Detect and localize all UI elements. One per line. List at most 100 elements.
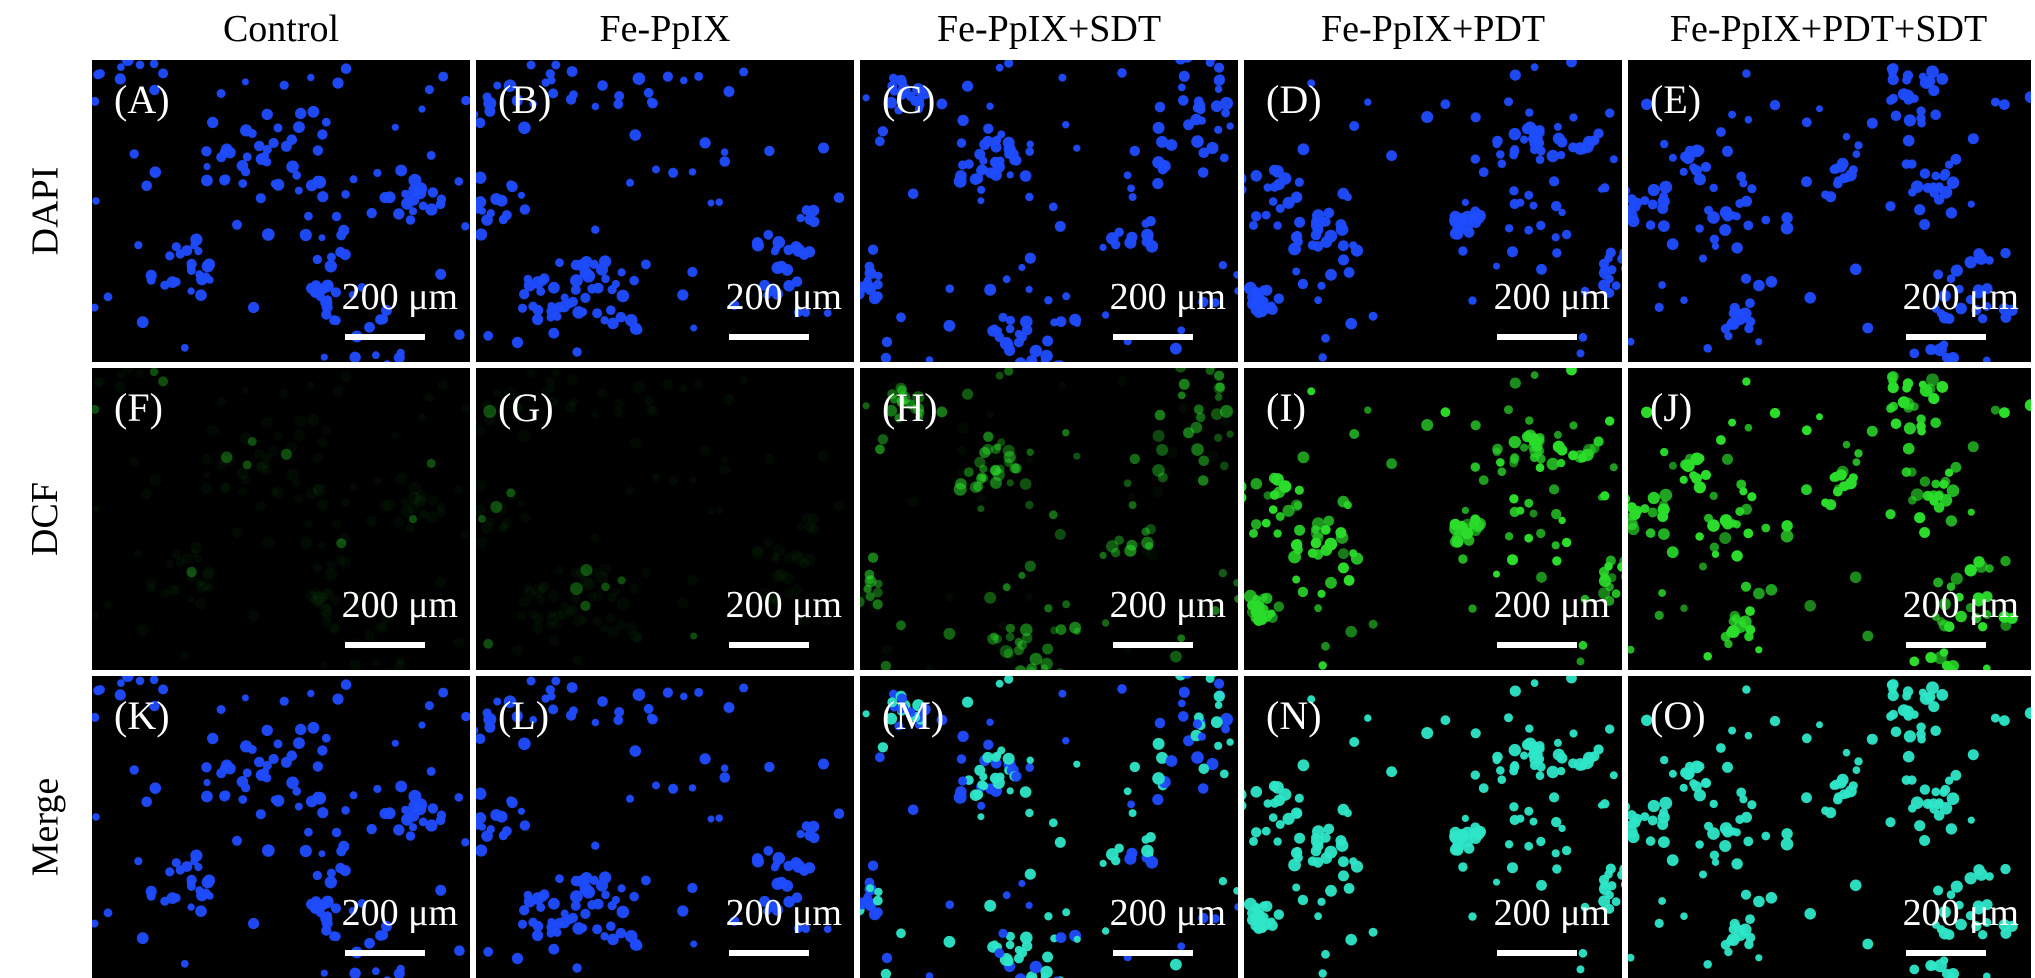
cell-nucleus: [541, 694, 550, 703]
cell-nucleus: [149, 368, 159, 377]
cell-nucleus: [1520, 135, 1529, 144]
cell-nucleus: [1552, 864, 1562, 874]
cell-nucleus: [1508, 435, 1521, 449]
cell-nucleus: [1468, 519, 1479, 530]
cell-nucleus: [662, 687, 673, 698]
cell-nucleus: [335, 554, 346, 566]
cell-nucleus: [1054, 220, 1066, 232]
cell-nucleus: [1598, 266, 1612, 279]
cell-nucleus: [1507, 862, 1518, 874]
cell-nucleus: [1509, 198, 1520, 210]
cell-nucleus: [1014, 973, 1027, 978]
cell-nucleus: [454, 329, 465, 341]
cell-nucleus: [1117, 376, 1127, 386]
cell-nucleus: [318, 234, 326, 242]
cell-nucleus: [572, 347, 582, 357]
cell-nucleus: [979, 165, 989, 175]
cell-nucleus: [1930, 109, 1941, 121]
cell-nucleus: [1983, 972, 1991, 978]
cell-nucleus: [1349, 121, 1360, 131]
cell-nucleus: [1524, 190, 1534, 200]
cell-nucleus: [862, 402, 870, 410]
cell-nucleus: [1198, 455, 1210, 467]
cell-nucleus: [1658, 281, 1666, 289]
cell-nucleus: [255, 809, 266, 820]
cell-nucleus: [987, 633, 999, 645]
cell-nucleus: [1946, 357, 1957, 362]
cell-nucleus: [2000, 927, 2012, 939]
cell-nucleus: [1249, 220, 1258, 230]
cell-nucleus: [1273, 529, 1282, 538]
cell-nucleus: [260, 767, 270, 777]
cell-nucleus: [307, 413, 320, 426]
cell-nucleus: [260, 151, 270, 161]
cell-nucleus: [1852, 766, 1861, 774]
cell-nucleus: [92, 813, 100, 821]
cell-nucleus: [1609, 463, 1618, 472]
cell-nucleus: [517, 499, 525, 507]
cell-nucleus: [885, 404, 898, 417]
cell-nucleus: [309, 596, 320, 606]
cell-nucleus: [1569, 421, 1578, 430]
cell-nucleus: [340, 63, 352, 74]
micrograph-panel: (H) 200 μm: [860, 368, 1238, 670]
cell-nucleus: [1156, 443, 1169, 456]
cell-nucleus: [286, 750, 298, 761]
cell-nucleus: [247, 437, 257, 446]
cell-nucleus: [957, 114, 969, 127]
cell-nucleus: [424, 393, 434, 403]
cell-nucleus: [1535, 155, 1545, 164]
cell-nucleus: [219, 790, 230, 802]
scale-bar: [345, 642, 425, 648]
cell-nucleus: [1739, 179, 1748, 188]
cell-nucleus: [426, 458, 436, 468]
cell-nucleus: [572, 614, 585, 627]
cell-nucleus: [1971, 613, 1982, 624]
cell-nucleus: [881, 336, 893, 348]
cell-nucleus: [476, 425, 486, 437]
cell-nucleus: [383, 191, 396, 204]
cell-nucleus: [1645, 836, 1656, 846]
cell-nucleus: [1099, 243, 1107, 251]
cell-nucleus: [1048, 510, 1058, 520]
cell-nucleus: [1325, 576, 1337, 589]
cell-nucleus: [1129, 145, 1140, 157]
cell-nucleus: [1938, 905, 1951, 919]
cell-nucleus: [729, 608, 740, 619]
cell-nucleus: [401, 813, 414, 826]
cell-nucleus: [1816, 105, 1823, 113]
column-header-control: Control: [222, 8, 340, 50]
cell-nucleus: [1349, 737, 1360, 747]
cell-nucleus: [1801, 792, 1812, 804]
cell-nucleus: [427, 803, 439, 814]
cell-nucleus: [1006, 787, 1014, 795]
panel-letter: (H): [882, 385, 938, 430]
cell-nucleus: [1716, 127, 1726, 137]
cell-nucleus: [1124, 852, 1137, 865]
cell-nucleus: [579, 574, 593, 588]
cell-nucleus: [1307, 695, 1316, 704]
cell-nucleus: [418, 201, 428, 211]
cell-nucleus: [558, 608, 570, 621]
cell-nucleus: [633, 941, 643, 951]
cell-nucleus: [1931, 787, 1941, 797]
cell-nucleus: [1981, 283, 1993, 295]
cell-nucleus: [349, 659, 361, 670]
micrograph-image: [1628, 679, 2031, 978]
cell-nucleus: [591, 533, 600, 542]
cell-nucleus: [329, 623, 340, 634]
cell-nucleus: [1943, 929, 1955, 940]
cell-nucleus: [501, 518, 512, 529]
cell-nucleus: [331, 827, 342, 838]
cell-nucleus: [206, 276, 214, 284]
cell-nucleus: [1029, 344, 1043, 358]
cell-nucleus: [560, 293, 569, 302]
cell-nucleus: [405, 831, 416, 841]
cell-nucleus: [286, 160, 299, 174]
cell-nucleus: [1214, 370, 1225, 381]
cell-nucleus: [180, 651, 189, 660]
cell-nucleus: [1002, 136, 1015, 149]
cell-nucleus: [317, 129, 328, 140]
cell-nucleus: [607, 625, 619, 638]
cell-nucleus: [255, 501, 266, 512]
